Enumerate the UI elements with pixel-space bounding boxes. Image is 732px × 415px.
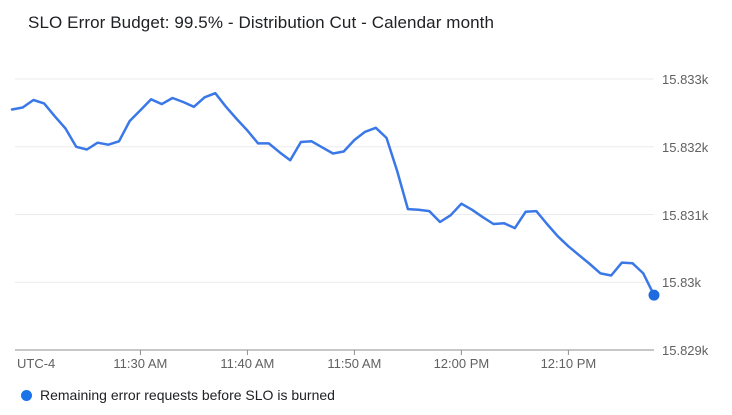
legend-series-dot-icon bbox=[21, 389, 32, 401]
x-axis-tick-label: 11:40 AM bbox=[220, 356, 275, 371]
y-axis-tick-label: 15.832k bbox=[662, 139, 709, 155]
legend-series-label: Remaining error requests before SLO is b… bbox=[40, 387, 335, 403]
y-axis-tick-label: 15.831k bbox=[662, 207, 709, 223]
timezone-label: UTC-4 bbox=[17, 356, 56, 371]
y-axis-tick-label: 15.83k bbox=[662, 275, 702, 291]
x-axis-tick-label: 11:30 AM bbox=[113, 356, 168, 371]
chart-title: SLO Error Budget: 99.5% - Distribution C… bbox=[28, 13, 495, 32]
x-axis-tick-label: 12:00 PM bbox=[433, 356, 490, 371]
series-end-marker bbox=[648, 289, 660, 301]
y-axis-tick-label: 15.833k bbox=[662, 72, 709, 87]
x-axis-tick-label: 11:50 AM bbox=[327, 356, 382, 371]
y-axis-tick-label: 15.829k bbox=[662, 343, 709, 358]
x-axis-tick-label: 12:10 PM bbox=[540, 356, 597, 371]
legend-item[interactable]: Remaining error requests before SLO is b… bbox=[21, 387, 335, 403]
series-line[interactable] bbox=[10, 91, 656, 297]
